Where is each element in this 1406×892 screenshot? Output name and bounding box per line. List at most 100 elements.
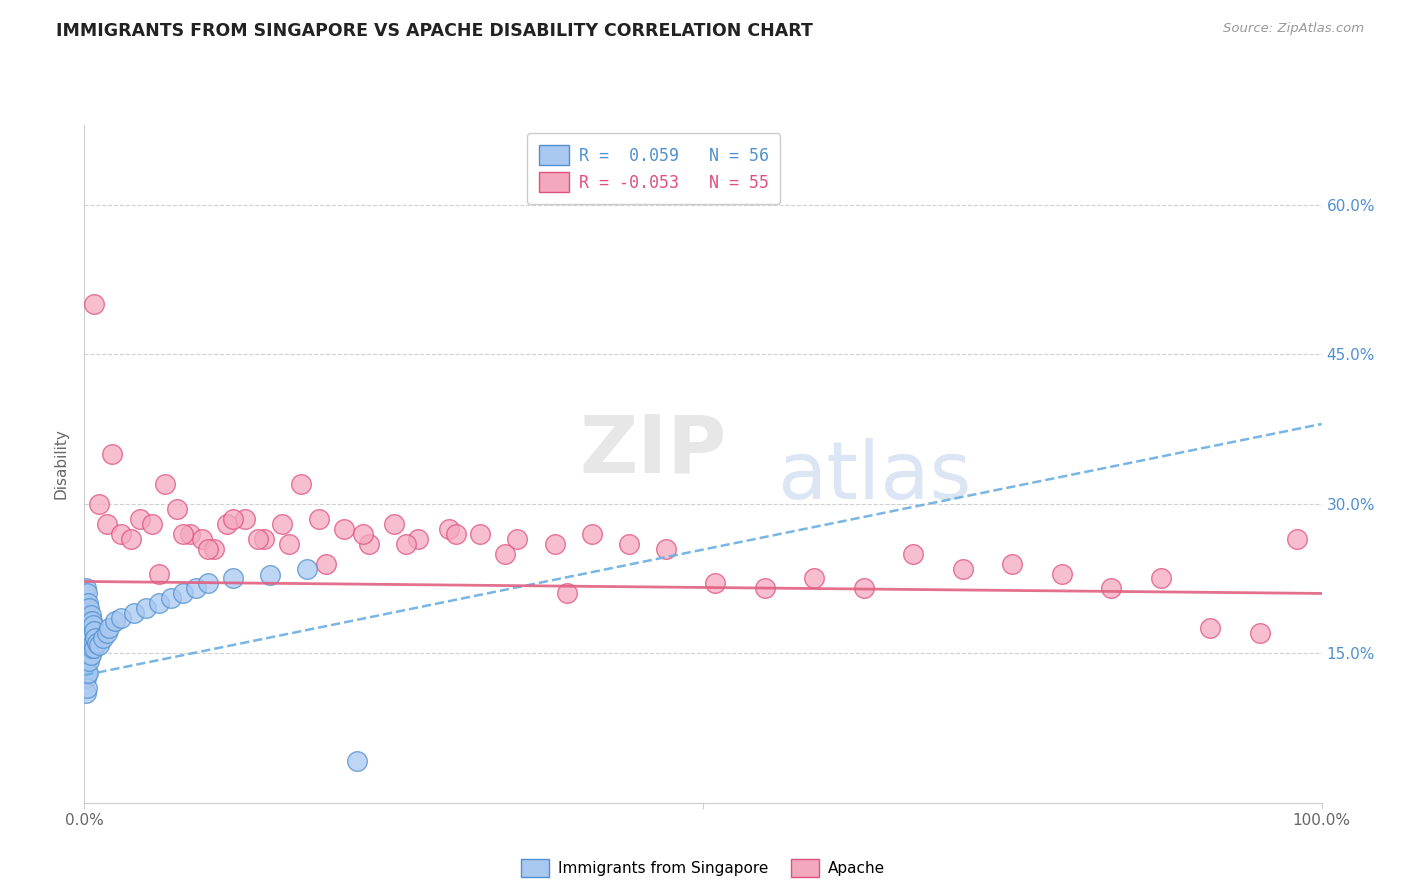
Point — [79, 621, 101, 635]
Point — [803, 572, 825, 586]
Point — [77, 636, 100, 650]
Point — [295, 561, 318, 575]
Point — [346, 754, 368, 768]
Point — [215, 516, 238, 531]
Point — [543, 536, 565, 550]
Point — [96, 626, 118, 640]
Point — [903, 547, 925, 561]
Point — [135, 601, 157, 615]
Point — [246, 532, 269, 546]
Point — [277, 536, 299, 550]
Point — [655, 541, 678, 556]
Point — [617, 536, 640, 550]
Point — [82, 636, 104, 650]
Point — [80, 615, 103, 629]
Point — [494, 547, 516, 561]
Point — [315, 557, 337, 571]
Point — [222, 572, 245, 586]
Point — [704, 576, 727, 591]
Point — [1099, 582, 1122, 596]
Point — [153, 476, 176, 491]
Point — [82, 618, 104, 632]
Point — [79, 601, 101, 615]
Point — [408, 532, 430, 546]
Point — [172, 586, 194, 600]
Point — [172, 526, 194, 541]
Point — [77, 596, 100, 610]
Point — [191, 532, 214, 546]
Point — [100, 447, 122, 461]
Y-axis label: Disability: Disability — [53, 428, 69, 500]
Point — [76, 586, 98, 600]
Point — [76, 621, 98, 635]
Point — [1285, 532, 1308, 546]
Point — [83, 297, 105, 311]
Legend: Immigrants from Singapore, Apache: Immigrants from Singapore, Apache — [515, 853, 891, 883]
Point — [89, 497, 111, 511]
Point — [352, 526, 374, 541]
Point — [129, 511, 152, 525]
Point — [1150, 572, 1173, 586]
Point — [79, 632, 101, 646]
Point — [1249, 626, 1271, 640]
Point — [75, 582, 97, 596]
Point — [75, 671, 97, 685]
Point — [506, 532, 529, 546]
Point — [96, 516, 118, 531]
Point — [110, 526, 132, 541]
Point — [357, 536, 380, 550]
Point — [75, 632, 97, 646]
Point — [439, 522, 461, 536]
Point — [79, 608, 101, 623]
Point — [89, 638, 111, 652]
Point — [382, 516, 405, 531]
Point — [259, 568, 281, 582]
Point — [952, 561, 974, 575]
Point — [148, 566, 170, 581]
Point — [110, 611, 132, 625]
Point — [120, 532, 142, 546]
Point — [79, 638, 101, 652]
Point — [79, 615, 101, 629]
Point — [122, 607, 145, 621]
Point — [581, 526, 603, 541]
Point — [290, 476, 312, 491]
Text: IMMIGRANTS FROM SINGAPORE VS APACHE DISABILITY CORRELATION CHART: IMMIGRANTS FROM SINGAPORE VS APACHE DISA… — [56, 22, 813, 40]
Text: ZIP: ZIP — [579, 411, 727, 490]
Point — [98, 621, 121, 635]
Point — [75, 641, 97, 656]
Point — [79, 626, 101, 640]
Point — [76, 607, 98, 621]
Point — [77, 611, 100, 625]
Point — [104, 615, 127, 629]
Point — [1199, 621, 1222, 635]
Point — [179, 526, 201, 541]
Point — [197, 576, 219, 591]
Text: Source: ZipAtlas.com: Source: ZipAtlas.com — [1223, 22, 1364, 36]
Point — [86, 636, 108, 650]
Point — [470, 526, 492, 541]
Point — [1050, 566, 1073, 581]
Point — [76, 651, 98, 665]
Point — [84, 632, 107, 646]
Point — [754, 582, 776, 596]
Point — [308, 511, 330, 525]
Point — [852, 582, 875, 596]
Point — [80, 641, 103, 656]
Point — [77, 651, 100, 665]
Point — [166, 501, 188, 516]
Point — [75, 616, 97, 631]
Text: atlas: atlas — [778, 438, 972, 516]
Point — [184, 582, 207, 596]
Point — [141, 516, 163, 531]
Point — [79, 654, 101, 668]
Point — [222, 511, 245, 525]
Point — [555, 586, 578, 600]
Point — [233, 511, 256, 525]
Point — [75, 601, 97, 615]
Point — [202, 541, 225, 556]
Point — [77, 621, 100, 635]
Point — [91, 632, 114, 646]
Point — [76, 681, 98, 695]
Point — [76, 636, 98, 650]
